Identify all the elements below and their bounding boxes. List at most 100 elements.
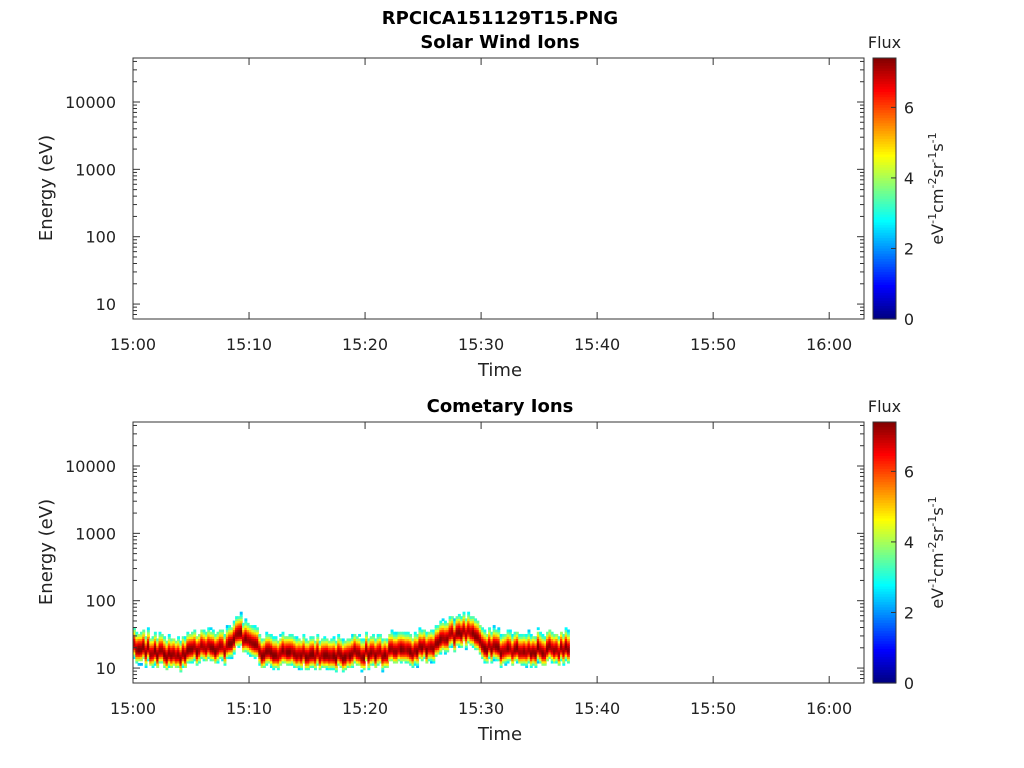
heatmap-cell <box>191 640 194 644</box>
heatmap-cell <box>402 645 406 648</box>
heatmap-cell <box>214 647 218 651</box>
heatmap-cell <box>255 645 259 648</box>
heatmap-cell <box>481 647 485 651</box>
heatmap-cell <box>237 631 241 635</box>
heatmap-cell <box>181 645 185 648</box>
colorbar-segment <box>873 185 896 190</box>
heatmap-cell <box>144 640 148 644</box>
colorbar-segment <box>873 209 896 213</box>
heatmap-cell <box>506 640 510 644</box>
heatmap-cell <box>420 629 424 633</box>
colorbar-segment <box>873 455 896 460</box>
heatmap-cell <box>439 647 443 651</box>
colorbar-segment <box>873 633 896 637</box>
heatmap-cell <box>232 642 236 646</box>
heatmap-cell <box>323 660 327 664</box>
heatmap-cell <box>186 649 190 653</box>
heatmap-cell <box>453 638 457 642</box>
heatmap-cell <box>149 656 153 660</box>
heatmap-cell <box>562 656 566 660</box>
heatmap-cell <box>290 636 294 640</box>
heatmap-cell <box>420 654 424 657</box>
heatmap-cell <box>381 658 385 662</box>
heatmap-cell <box>564 629 568 633</box>
heatmap-cell <box>144 654 148 657</box>
heatmap-cell <box>274 656 278 660</box>
heatmap-cell <box>200 633 204 637</box>
heatmap-cell <box>418 638 422 642</box>
heatmap-cell <box>390 636 394 640</box>
heatmap-cell <box>297 645 301 648</box>
colorbar-title: Flux <box>868 397 901 416</box>
heatmap-cell <box>504 642 508 646</box>
heatmap-cell <box>274 658 278 662</box>
heatmap-cell <box>450 636 454 640</box>
heatmap-cell <box>327 658 331 662</box>
heatmap-cell <box>160 647 164 651</box>
heatmap-cell <box>163 636 167 640</box>
heatmap-cell <box>272 667 276 671</box>
colorbar-segment <box>873 313 896 317</box>
heatmap-cell <box>179 647 183 651</box>
heatmap-cell <box>246 627 250 631</box>
heatmap-cell <box>153 647 157 651</box>
heatmap-cell <box>404 647 408 651</box>
heatmap-cell <box>135 645 139 648</box>
heatmap-cell <box>314 645 317 648</box>
heatmap-cell <box>406 631 410 635</box>
heatmap-cell <box>362 647 366 651</box>
heatmap-cell <box>358 638 362 642</box>
heatmap-cell <box>372 651 375 655</box>
heatmap-cell <box>184 665 187 668</box>
heatmap-cell <box>409 645 413 648</box>
heatmap-cell <box>341 640 345 644</box>
heatmap-cell <box>290 633 294 637</box>
heatmap-cell <box>413 649 417 653</box>
heatmap-cell <box>265 656 269 660</box>
colorbar-segment <box>873 557 896 561</box>
heatmap-cell <box>339 647 343 651</box>
heatmap-cell <box>300 649 304 653</box>
heatmap-cell <box>242 640 245 644</box>
heatmap-cell <box>165 640 169 644</box>
heatmap-cell <box>520 638 524 642</box>
heatmap-cell <box>193 645 197 648</box>
heatmap-cell <box>529 645 533 648</box>
heatmap-cell <box>476 631 480 635</box>
heatmap-cell <box>221 658 225 662</box>
heatmap-cell <box>520 658 524 662</box>
heatmap-cell <box>230 629 234 633</box>
heatmap-cell <box>163 660 167 664</box>
heatmap-cell <box>269 640 273 644</box>
heatmap-cell <box>244 647 248 651</box>
heatmap-cell <box>255 627 259 631</box>
heatmap-cell <box>508 645 512 648</box>
heatmap-cell <box>209 645 213 648</box>
axis-ticks: 15:00 15:10 15:20 15:30 15:40 15:50 16:0010100… <box>65 422 864 718</box>
heatmap-cell <box>457 636 461 640</box>
heatmap-cell <box>202 640 206 644</box>
heatmap-cell <box>425 649 429 653</box>
heatmap-cell <box>142 649 146 653</box>
heatmap-cell <box>520 651 524 655</box>
heatmap-cell <box>267 636 271 640</box>
heatmap-cell <box>562 633 566 637</box>
heatmap-cell <box>485 640 489 644</box>
heatmap-cell <box>539 642 543 646</box>
heatmap-cell <box>432 645 436 648</box>
heatmap-cell <box>488 642 491 646</box>
heatmap-cell <box>200 654 204 657</box>
heatmap-cell <box>281 638 285 642</box>
heatmap-cell <box>341 649 345 653</box>
heatmap-cell <box>334 669 338 673</box>
heatmap-cell <box>534 636 538 640</box>
heatmap-cell <box>170 658 174 662</box>
heatmap-cell <box>355 638 359 642</box>
heatmap-cell <box>339 654 343 657</box>
heatmap-cell <box>163 662 167 666</box>
heatmap-cell <box>360 642 364 646</box>
heatmap-cell <box>460 616 464 619</box>
heatmap-cell <box>443 620 447 624</box>
heatmap-cell <box>546 633 549 637</box>
heatmap-cell <box>346 658 350 662</box>
